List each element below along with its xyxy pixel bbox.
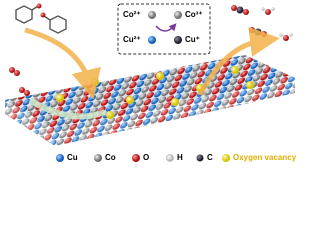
legend-label: O (143, 153, 149, 162)
atom (40, 12, 46, 18)
inset-label: Co²⁺ (123, 10, 141, 19)
catalyst-slab (5, 55, 295, 146)
reaction-arrows (24, 26, 280, 120)
oxygen-molecules (9, 67, 30, 96)
atom (36, 3, 42, 9)
inset-label: Cu⁺ (185, 35, 200, 44)
legend: Cu Co O H C Oxygen vacancy (56, 153, 297, 162)
inset-label: Cu²⁺ (123, 35, 141, 44)
legend-label: H (177, 153, 183, 162)
legend-label: Co (105, 153, 116, 162)
legend-label: Cu (67, 153, 78, 162)
reactant-molecules (15, 5, 67, 34)
legend-label: Oxygen vacancy (233, 153, 297, 162)
inset-label: Co³⁺ (185, 10, 203, 19)
product-molecules (231, 5, 293, 41)
legend-label: C (207, 153, 213, 162)
graphical-abstract: Co²⁺ Co³⁺ Cu²⁺ Cu⁺ Cu Co O H C Oxygen va… (5, 3, 297, 162)
redox-inset: Co²⁺ Co³⁺ Cu²⁺ Cu⁺ (117, 3, 211, 55)
